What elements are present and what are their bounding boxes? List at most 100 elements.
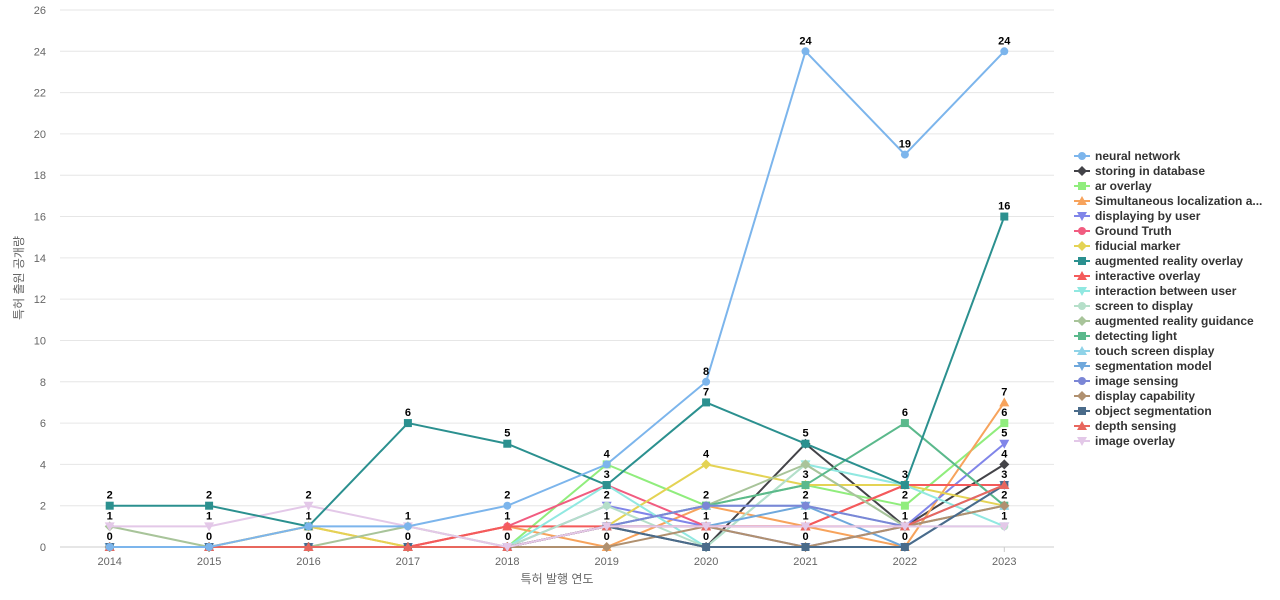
data-point[interactable] bbox=[205, 543, 214, 551]
data-point[interactable] bbox=[999, 522, 1010, 532]
legend-marker bbox=[1077, 241, 1087, 251]
data-point[interactable] bbox=[1000, 212, 1009, 221]
data-point[interactable] bbox=[899, 522, 910, 532]
data-point[interactable] bbox=[1000, 419, 1009, 428]
data-point[interactable] bbox=[602, 460, 611, 469]
data-point[interactable] bbox=[801, 481, 810, 490]
data-point[interactable] bbox=[702, 543, 711, 551]
data-point[interactable] bbox=[402, 542, 413, 551]
legend-label: image overlay bbox=[1095, 434, 1175, 448]
legend-item[interactable]: displaying by user bbox=[1074, 209, 1201, 223]
data-point[interactable] bbox=[701, 459, 712, 470]
data-point[interactable] bbox=[999, 459, 1010, 470]
legend-item[interactable]: object segmentation bbox=[1074, 404, 1212, 418]
data-point[interactable] bbox=[801, 439, 810, 448]
data-point[interactable] bbox=[999, 480, 1010, 490]
data-label: 24 bbox=[799, 35, 812, 47]
data-label: 24 bbox=[998, 35, 1011, 47]
data-point[interactable] bbox=[105, 543, 114, 551]
data-point[interactable] bbox=[503, 439, 512, 448]
legend-item[interactable]: detecting light bbox=[1074, 329, 1177, 343]
data-label: 0 bbox=[604, 531, 610, 543]
data-point[interactable] bbox=[900, 501, 909, 510]
data-point[interactable] bbox=[602, 501, 611, 510]
data-point[interactable] bbox=[702, 501, 711, 510]
data-point[interactable] bbox=[105, 501, 114, 510]
legend-item[interactable]: interaction between user bbox=[1074, 284, 1237, 298]
legend-item[interactable]: interactive overlay bbox=[1074, 269, 1201, 283]
legend-item[interactable]: ar overlay bbox=[1074, 179, 1152, 193]
legend-item[interactable]: augmented reality guidance bbox=[1074, 314, 1254, 328]
legend-marker bbox=[1077, 362, 1087, 371]
x-tick-label: 2020 bbox=[694, 556, 718, 568]
legend-marker bbox=[1078, 302, 1086, 310]
data-point[interactable] bbox=[900, 543, 909, 551]
data-label: 0 bbox=[206, 531, 212, 543]
data-point[interactable] bbox=[403, 419, 412, 428]
data-point[interactable] bbox=[900, 481, 909, 490]
data-point[interactable] bbox=[999, 500, 1010, 511]
legend-item[interactable]: fiducial marker bbox=[1074, 239, 1181, 253]
legend-item[interactable]: augmented reality overlay bbox=[1074, 254, 1243, 268]
legend-item[interactable]: display capability bbox=[1074, 389, 1195, 403]
data-point[interactable] bbox=[104, 522, 115, 532]
data-point[interactable] bbox=[502, 543, 513, 552]
data-point[interactable] bbox=[1000, 47, 1009, 56]
legend-item[interactable]: image sensing bbox=[1074, 374, 1178, 388]
legend-label: storing in database bbox=[1095, 164, 1205, 178]
legend-marker bbox=[1078, 182, 1086, 190]
legend-item[interactable]: screen to display bbox=[1074, 299, 1193, 313]
legend-item[interactable]: Simultaneous localization a... bbox=[1074, 194, 1262, 208]
y-tick-label: 8 bbox=[40, 377, 46, 389]
legend-marker bbox=[1077, 166, 1087, 176]
data-point[interactable] bbox=[801, 543, 810, 551]
data-point[interactable] bbox=[900, 419, 909, 428]
series-displaying-by-user bbox=[104, 439, 1010, 552]
legend-item[interactable]: touch screen display bbox=[1074, 344, 1215, 358]
y-tick-label: 22 bbox=[34, 88, 46, 100]
y-tick-label: 6 bbox=[40, 418, 46, 430]
legend-marker bbox=[1077, 212, 1087, 221]
data-point[interactable] bbox=[304, 522, 313, 531]
data-point[interactable] bbox=[801, 47, 810, 56]
data-label: 6 bbox=[1001, 407, 1007, 419]
series-neural-network bbox=[105, 47, 1009, 551]
data-point[interactable] bbox=[403, 522, 412, 531]
data-label: 5 bbox=[504, 428, 510, 440]
legend-marker bbox=[1077, 316, 1087, 326]
legend-item[interactable]: image overlay bbox=[1074, 434, 1175, 448]
data-point[interactable] bbox=[702, 398, 711, 407]
data-label: 3 bbox=[604, 469, 610, 481]
data-point[interactable] bbox=[503, 501, 512, 510]
legend-marker bbox=[1078, 257, 1086, 265]
data-label: 4 bbox=[703, 448, 710, 460]
legend-item[interactable]: neural network bbox=[1074, 149, 1181, 163]
data-point[interactable] bbox=[502, 521, 513, 531]
data-point[interactable] bbox=[204, 522, 215, 532]
data-point[interactable] bbox=[303, 501, 314, 511]
y-tick-label: 18 bbox=[34, 170, 46, 182]
data-label: 6 bbox=[902, 407, 908, 419]
data-label: 2 bbox=[107, 490, 113, 502]
data-label: 6 bbox=[405, 407, 411, 419]
data-point[interactable] bbox=[999, 397, 1010, 407]
data-point[interactable] bbox=[800, 522, 811, 532]
y-axis-title: 특허 출원 공개량 bbox=[12, 236, 26, 320]
data-point[interactable] bbox=[900, 150, 909, 159]
legend-item[interactable]: depth sensing bbox=[1074, 419, 1176, 433]
data-point[interactable] bbox=[702, 377, 711, 386]
x-tick-label: 2017 bbox=[396, 556, 420, 568]
data-point[interactable] bbox=[601, 542, 612, 552]
data-point[interactable] bbox=[999, 439, 1010, 449]
data-point[interactable] bbox=[701, 522, 712, 532]
data-point[interactable] bbox=[800, 459, 811, 470]
legend-item[interactable]: storing in database bbox=[1074, 164, 1205, 178]
data-point[interactable] bbox=[205, 501, 214, 510]
data-point[interactable] bbox=[602, 481, 611, 490]
data-point[interactable] bbox=[601, 522, 612, 532]
data-point[interactable] bbox=[801, 501, 810, 510]
legend-item[interactable]: Ground Truth bbox=[1074, 224, 1172, 238]
data-point[interactable] bbox=[303, 542, 314, 551]
legend-item[interactable]: segmentation model bbox=[1074, 359, 1212, 373]
